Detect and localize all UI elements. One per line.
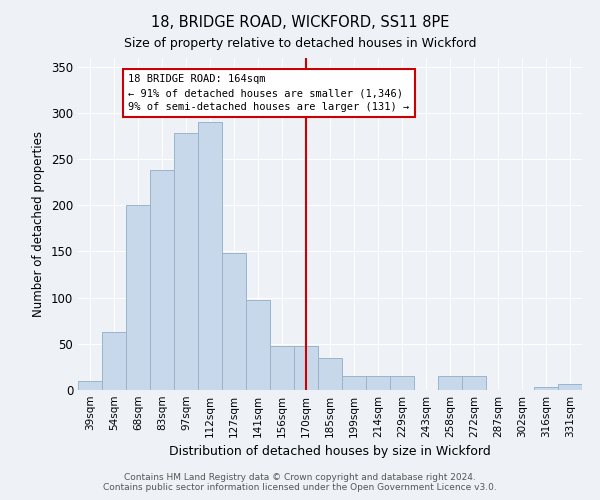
Bar bbox=[174, 133, 198, 390]
Bar bbox=[270, 346, 294, 390]
Bar bbox=[318, 358, 342, 390]
Bar bbox=[126, 206, 150, 390]
Bar bbox=[342, 376, 366, 390]
Bar bbox=[462, 376, 486, 390]
Bar bbox=[150, 170, 174, 390]
Bar bbox=[558, 384, 582, 390]
Y-axis label: Number of detached properties: Number of detached properties bbox=[32, 130, 46, 317]
Bar bbox=[246, 300, 270, 390]
Bar bbox=[198, 122, 222, 390]
Bar bbox=[294, 346, 318, 390]
Bar bbox=[102, 332, 126, 390]
Text: Contains HM Land Registry data © Crown copyright and database right 2024.
Contai: Contains HM Land Registry data © Crown c… bbox=[103, 473, 497, 492]
Bar bbox=[78, 381, 102, 390]
Bar bbox=[390, 376, 414, 390]
Bar bbox=[366, 376, 390, 390]
Text: 18, BRIDGE ROAD, WICKFORD, SS11 8PE: 18, BRIDGE ROAD, WICKFORD, SS11 8PE bbox=[151, 15, 449, 30]
Text: Size of property relative to detached houses in Wickford: Size of property relative to detached ho… bbox=[124, 38, 476, 51]
Bar bbox=[438, 376, 462, 390]
Text: 18 BRIDGE ROAD: 164sqm
← 91% of detached houses are smaller (1,346)
9% of semi-d: 18 BRIDGE ROAD: 164sqm ← 91% of detached… bbox=[128, 74, 410, 112]
X-axis label: Distribution of detached houses by size in Wickford: Distribution of detached houses by size … bbox=[169, 446, 491, 458]
Bar bbox=[222, 254, 246, 390]
Bar bbox=[534, 387, 558, 390]
